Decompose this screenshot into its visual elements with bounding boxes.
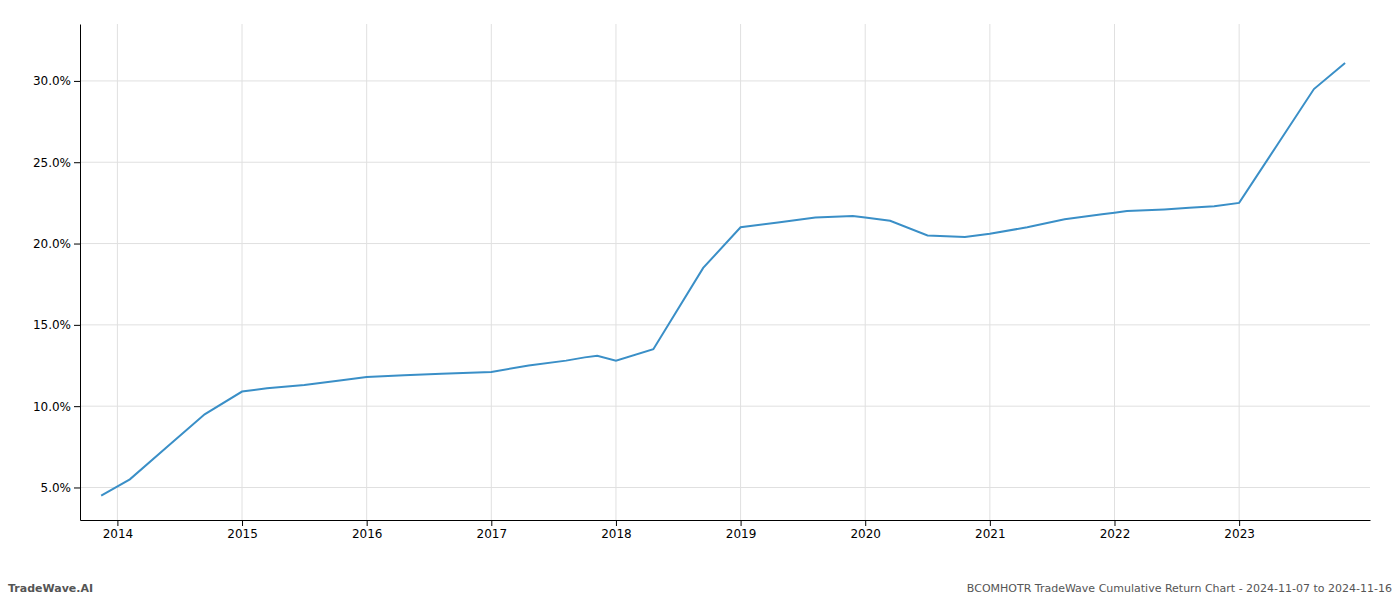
x-tick: 2022 xyxy=(1100,520,1131,541)
y-tick-mark xyxy=(74,325,80,326)
x-tick-label: 2014 xyxy=(103,527,134,541)
grid-line-y xyxy=(80,487,1370,488)
x-tick-mark xyxy=(1239,520,1240,526)
grid-line-x xyxy=(740,24,741,520)
x-tick-mark xyxy=(865,520,866,526)
x-tick: 2018 xyxy=(601,520,632,541)
y-tick: 10.0% xyxy=(33,400,80,414)
grid-line-y xyxy=(80,162,1370,163)
x-tick-label: 2020 xyxy=(850,527,881,541)
chart: 2014 2015 2016 2017 2018 2019 2020 2021 2022 2023… xyxy=(0,0,1400,600)
x-tick-mark xyxy=(1114,520,1115,526)
y-tick-label: 25.0% xyxy=(33,156,71,170)
x-tick: 2020 xyxy=(850,520,881,541)
y-axis-line xyxy=(80,25,81,521)
grid-line-x xyxy=(117,24,118,520)
y-axis: 5.0% 10.0% 15.0% 20.0% 25.0% 30.0% xyxy=(33,25,81,521)
x-tick-label: 2016 xyxy=(352,527,383,541)
y-tick-mark xyxy=(74,487,80,488)
x-tick: 2019 xyxy=(726,520,757,541)
x-tick-label: 2023 xyxy=(1224,527,1255,541)
x-tick-label: 2017 xyxy=(477,527,508,541)
grid-line-y xyxy=(80,324,1370,325)
x-tick-mark xyxy=(616,520,617,526)
y-tick-label: 20.0% xyxy=(33,237,71,251)
plot-area: 2014 2015 2016 2017 2018 2019 2020 2021 2022 2023… xyxy=(33,24,1371,541)
x-tick-mark xyxy=(491,520,492,526)
y-tick-label: 15.0% xyxy=(33,318,71,332)
x-tick-mark xyxy=(117,520,118,526)
y-tick: 25.0% xyxy=(33,156,80,170)
y-tick: 5.0% xyxy=(41,481,81,495)
y-tick-mark xyxy=(74,406,80,407)
x-axis: 2014 2015 2016 2017 2018 2019 2020 2021 2022 2023 xyxy=(81,520,1371,541)
y-tick-label: 30.0% xyxy=(33,74,71,88)
x-tick: 2014 xyxy=(103,520,134,541)
x-tick: 2017 xyxy=(477,520,508,541)
x-tick-mark xyxy=(741,520,742,526)
line xyxy=(101,63,1345,496)
footer-left: TradeWave.AI xyxy=(8,582,93,595)
x-tick-mark xyxy=(990,520,991,526)
y-tick-mark xyxy=(74,244,80,245)
x-tick-label: 2019 xyxy=(726,527,757,541)
y-tick: 20.0% xyxy=(33,237,80,251)
grid-line-x xyxy=(615,24,616,520)
x-tick: 2023 xyxy=(1224,520,1255,541)
x-tick-label: 2015 xyxy=(227,527,258,541)
grid-line-x xyxy=(865,24,866,520)
x-tick: 2016 xyxy=(352,520,383,541)
grid-line-y xyxy=(80,80,1370,81)
x-axis-line xyxy=(81,520,1371,521)
grid-line-y xyxy=(80,406,1370,407)
x-tick-mark xyxy=(367,520,368,526)
x-tick-label: 2018 xyxy=(601,527,632,541)
y-tick-label: 5.0% xyxy=(41,481,72,495)
footer-right: BCOMHOTR TradeWave Cumulative Return Cha… xyxy=(967,582,1392,595)
y-tick: 30.0% xyxy=(33,74,80,88)
x-tick-label: 2022 xyxy=(1100,527,1131,541)
grid-line-x xyxy=(491,24,492,520)
grid-line-x xyxy=(1114,24,1115,520)
grid xyxy=(80,24,1370,520)
marks xyxy=(101,63,1345,496)
grid-line-x xyxy=(1239,24,1240,520)
grid-line-x xyxy=(989,24,990,520)
grid-line-x xyxy=(366,24,367,520)
y-tick: 15.0% xyxy=(33,318,80,332)
x-tick: 2015 xyxy=(227,520,258,541)
y-tick-label: 10.0% xyxy=(33,400,71,414)
x-tick: 2021 xyxy=(975,520,1006,541)
x-tick-label: 2021 xyxy=(975,527,1006,541)
y-tick-mark xyxy=(74,162,80,163)
grid-line-x xyxy=(242,24,243,520)
x-tick-mark xyxy=(242,520,243,526)
y-tick-mark xyxy=(74,81,80,82)
